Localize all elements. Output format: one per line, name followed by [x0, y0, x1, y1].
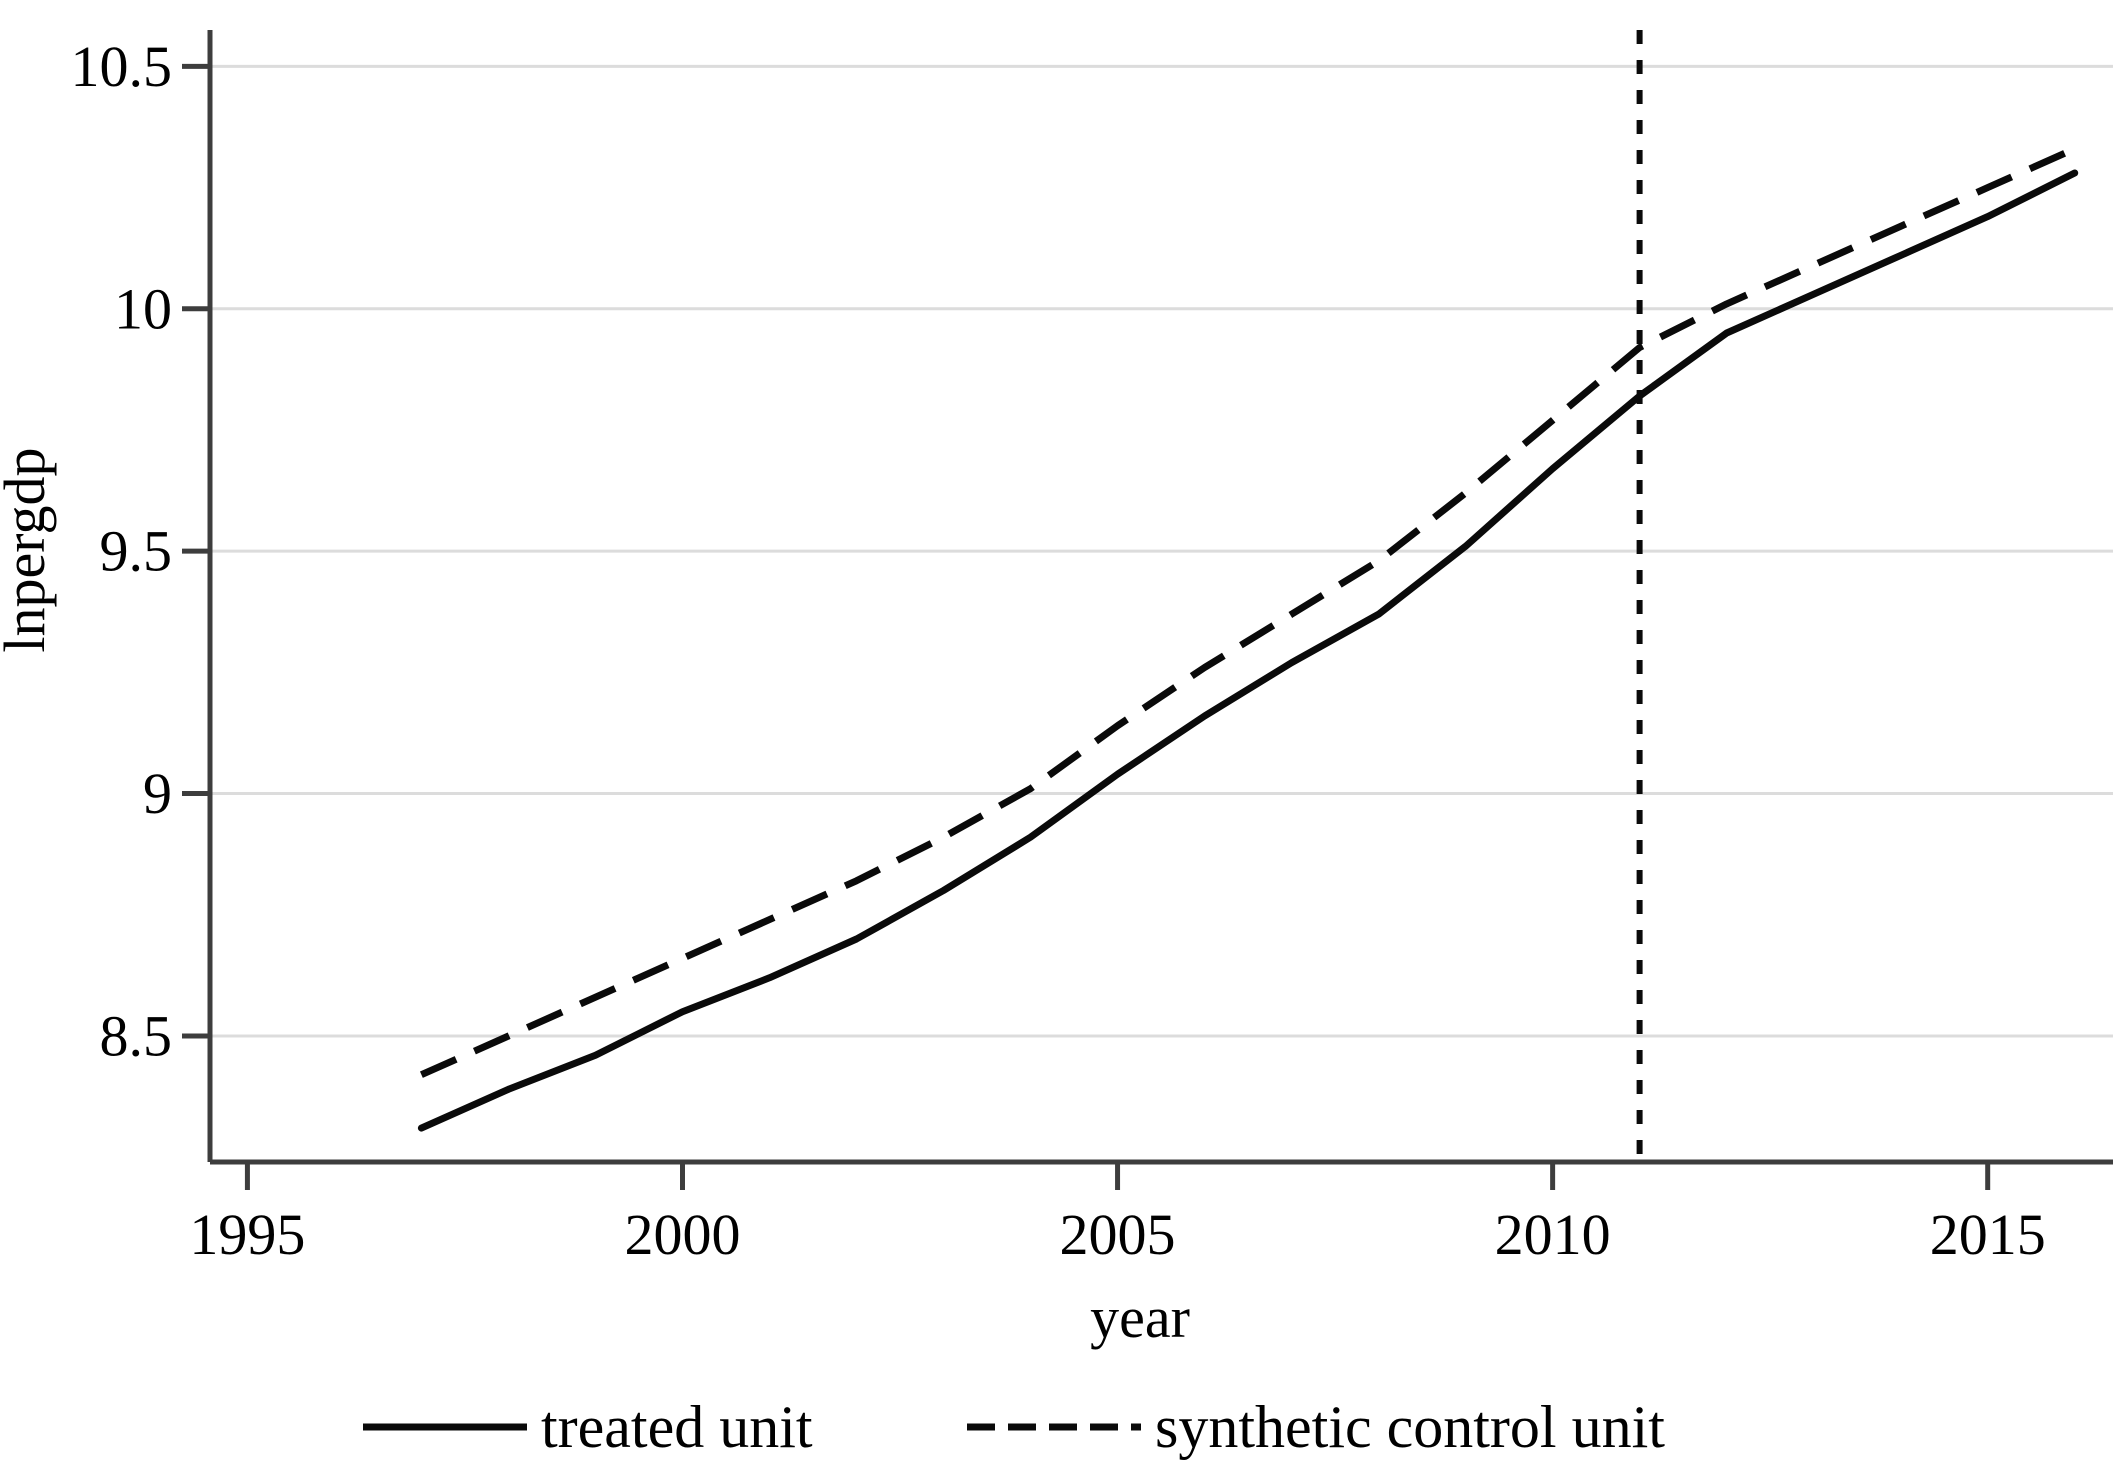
y-tick-label: 9.5: [100, 519, 173, 584]
synthetic-series-line: [419, 145, 2077, 1078]
x-ticks-group: 1995 2000 2005 2010 2015: [189, 1162, 2046, 1267]
x-tick-label: 2005: [1060, 1202, 1176, 1267]
y-axis-title: lnpergdp: [0, 447, 57, 652]
y-tick-label: 9: [143, 761, 172, 826]
y-tick-label: 10.5: [71, 34, 173, 99]
treated-series-line: [417, 169, 2079, 1132]
legend: treated unit synthetic control unit: [363, 1394, 1665, 1460]
legend-label-treated: treated unit: [541, 1394, 813, 1460]
x-tick-label: 2000: [624, 1202, 740, 1267]
x-tick-label: 2010: [1495, 1202, 1611, 1267]
x-tick-label: 2015: [1930, 1202, 2046, 1267]
gridlines-group: [210, 64, 2113, 1038]
legend-label-synthetic: synthetic control unit: [1155, 1394, 1665, 1460]
y-ticks-group: 8.5 9 9.5 10 10.5: [71, 34, 210, 1068]
x-tick-label: 1995: [189, 1202, 305, 1267]
x-axis-title: year: [1090, 1285, 1190, 1350]
y-tick-label: 10: [114, 276, 172, 341]
y-tick-label: 8.5: [100, 1003, 173, 1068]
